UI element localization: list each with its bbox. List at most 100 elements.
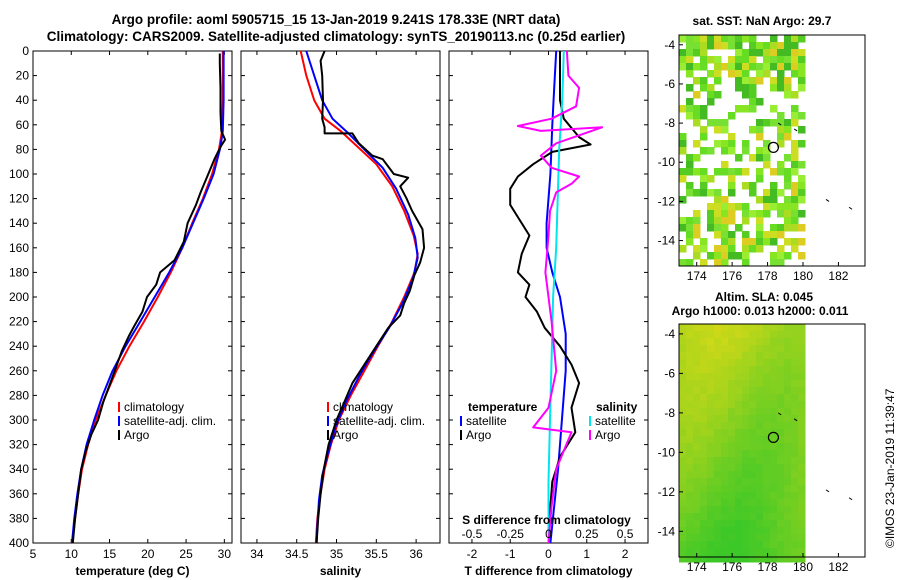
sla-grid-cell [735, 352, 743, 360]
sla-grid-cell [693, 352, 701, 360]
sla-grid-cell [749, 513, 757, 521]
sla-grid-cell [798, 499, 806, 507]
sst-grid-cell [679, 196, 687, 204]
sla-grid-cell [763, 555, 771, 563]
sst-grid-cell [735, 49, 743, 57]
sst-grid-cell [791, 42, 799, 50]
x-tick-label: 25 [179, 547, 193, 561]
sst-grid-cell [784, 154, 792, 162]
sla-grid-cell [742, 324, 750, 332]
sst-grid-cell [742, 217, 750, 225]
x-tick-label: 174 [687, 560, 707, 574]
sst-grid-cell [784, 77, 792, 85]
sla-grid-cell [721, 366, 729, 374]
sla-grid-cell [749, 429, 757, 437]
sla-grid-cell [700, 457, 708, 465]
sst-grid-cell [700, 175, 708, 183]
sla-grid-cell [791, 499, 799, 507]
sla-grid-cell [742, 366, 750, 374]
sla-grid-cell [791, 429, 799, 437]
sla-grid-cell [798, 541, 806, 549]
sla-grid-cell [679, 366, 687, 374]
sla-grid-cell [749, 415, 757, 423]
sla-grid-cell [791, 485, 799, 493]
sla-grid-cell [777, 324, 785, 332]
sla-grid-cell [721, 338, 729, 346]
sla-grid-cell [763, 471, 771, 479]
sst-grid-cell [770, 63, 778, 71]
legend-entry: Argo [466, 428, 492, 442]
sla-grid-cell [777, 422, 785, 430]
sla-grid-cell [721, 555, 729, 563]
sst-grid-cell [742, 56, 750, 64]
sla-grid-cell [784, 436, 792, 444]
sla-grid-cell [770, 478, 778, 486]
sla-grid-cell [791, 492, 799, 500]
sst-grid-cell [700, 63, 708, 71]
sst-grid-cell [679, 245, 687, 253]
sla-grid-cell [777, 387, 785, 395]
sst-grid-cell [784, 49, 792, 57]
sla-grid-cell [679, 548, 687, 556]
sst-grid-cell [679, 175, 687, 183]
sst-grid-cell [721, 168, 729, 176]
sst-grid-cell [707, 56, 715, 64]
sla-grid-cell [707, 436, 715, 444]
x-tick-label: 176 [722, 269, 742, 283]
sst-grid-cell [756, 49, 764, 57]
top-tick-label: 0.5 [617, 527, 634, 541]
sla-grid-cell [777, 338, 785, 346]
sla-grid-cell [707, 541, 715, 549]
sla-grid-cell [770, 534, 778, 542]
argo-location-marker [767, 431, 780, 443]
sla-grid-cell [777, 380, 785, 388]
sst-grid-cell [770, 196, 778, 204]
x-tick-label: 182 [828, 560, 848, 574]
sla-grid-cell [700, 450, 708, 458]
x-tick-label: 10 [65, 547, 79, 561]
sla-grid-cell [798, 352, 806, 360]
sst-grid-cell [756, 42, 764, 50]
x-tick-label: 182 [828, 269, 848, 283]
sla-grid-cell [679, 359, 687, 367]
sst-grid-cell [756, 224, 764, 232]
sla-grid-cell [693, 401, 701, 409]
legend-entry: climatology [124, 400, 184, 414]
sla-grid-cell [686, 324, 694, 332]
legend-entry: Argo [124, 428, 150, 442]
sst-grid-cell [707, 42, 715, 50]
sst-grid-cell [686, 182, 694, 190]
map-frame [678, 323, 866, 558]
sst-grid-cell [721, 161, 729, 169]
sla-grid-cell [791, 450, 799, 458]
sst-grid-cell [777, 70, 785, 78]
sla-grid-cell [756, 478, 764, 486]
salinity-panel: 34 34.5 35 35.5 36 salinity climatologysatelli… [240, 50, 441, 578]
sla-grid-cell [714, 429, 722, 437]
sla-grid-cell [728, 513, 736, 521]
sst-grid-cell [791, 238, 799, 246]
sla-grid-cell [686, 555, 694, 563]
sst-grid-cell [742, 70, 750, 78]
sst-grid-cell [777, 77, 785, 85]
y-tick-label: 280 [9, 388, 29, 402]
sla-grid-cell [728, 331, 736, 339]
sla-grid-cell [763, 534, 771, 542]
y-tick-label: 340 [9, 462, 29, 476]
sla-map-title: Altim. SLA: 0.045 [715, 290, 813, 304]
sla-grid-cell [714, 520, 722, 528]
sla-grid-cell [742, 415, 750, 423]
sst-grid-cell [735, 224, 743, 232]
sst-grid-cell [791, 35, 799, 43]
sst-grid-cell [700, 189, 708, 197]
sla-grid-cell [777, 443, 785, 451]
sst-grid-cell [791, 140, 799, 148]
sla-grid-cell [784, 464, 792, 472]
sst-grid-cell [749, 245, 757, 253]
sla-grid-cell [763, 478, 771, 486]
sla-grid-cell [798, 534, 806, 542]
sst-grid-cell [770, 182, 778, 190]
sla-grid-cell [693, 359, 701, 367]
sla-grid-cell [686, 401, 694, 409]
sla-grid-cell [707, 443, 715, 451]
